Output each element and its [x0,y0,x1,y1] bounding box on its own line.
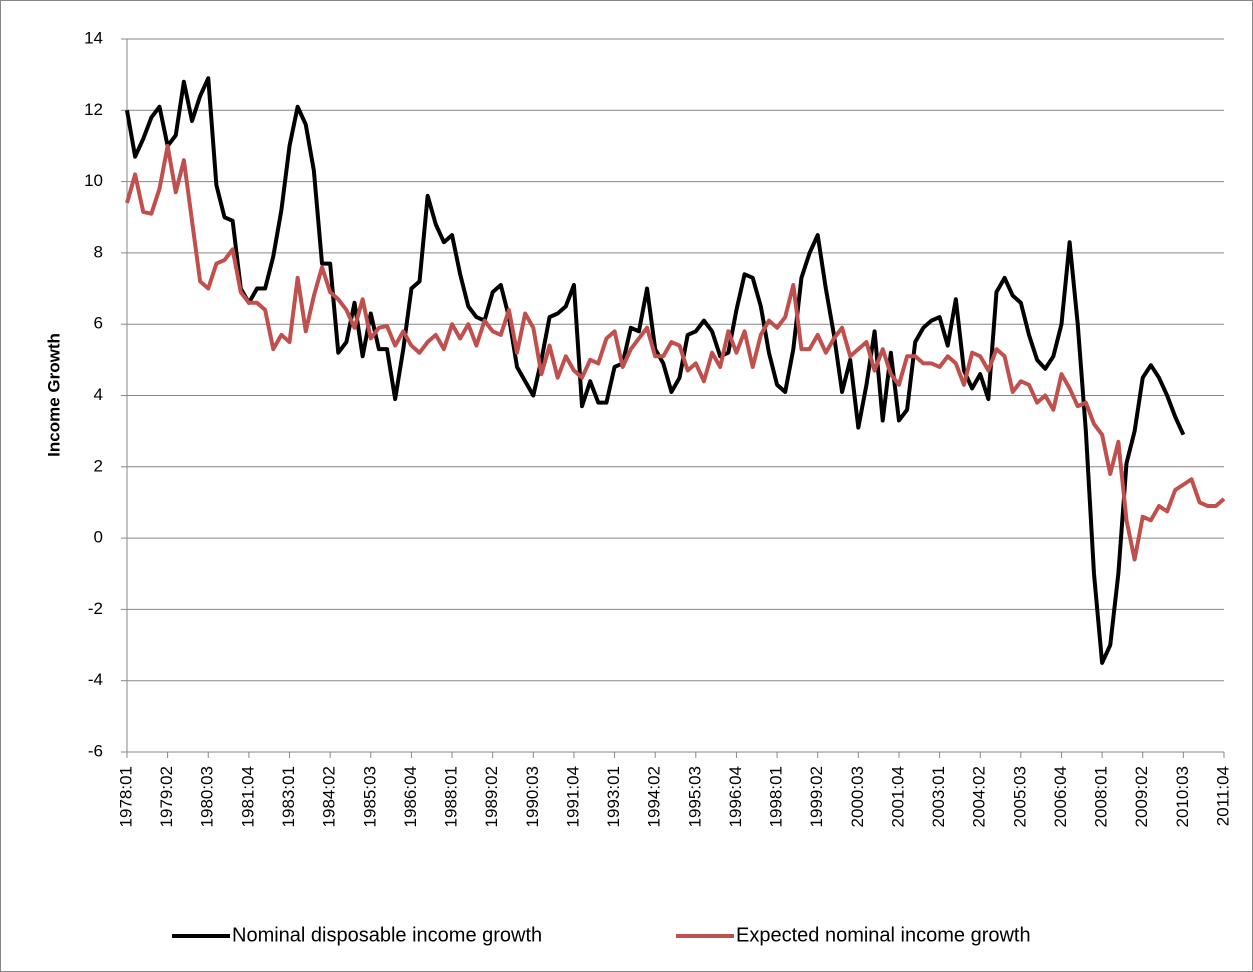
x-tick-label: 1989:02 [482,766,501,827]
y-tick-label: 12 [84,100,103,119]
x-tick-label: 1981:04 [238,766,257,827]
x-tick-label: 2004:02 [970,766,989,827]
x-tick-label: 2009:02 [1132,766,1151,827]
series-line [125,143,1226,562]
x-tick-label: 2008:01 [1092,766,1111,827]
x-tick-label: 1978:01 [116,766,135,827]
x-tick-label: 2000:03 [848,766,867,827]
y-tick-label: 8 [94,242,103,261]
x-tick-label: 2001:04 [888,766,907,827]
x-tick-label: 1990:03 [523,766,542,827]
y-axis-title: Income Growth [44,333,63,457]
y-tick-label: 6 [94,314,103,333]
y-tick-label: -4 [88,670,103,689]
x-tick-label: 1983:01 [279,766,298,827]
y-tick-label: 0 [94,528,103,547]
y-tick-label: -2 [88,599,103,618]
x-tick-label: 1999:02 [807,766,826,827]
x-tick-label: 1984:02 [320,766,339,827]
x-tick-label: 2010:03 [1173,766,1192,827]
y-tick-label: 14 [84,28,103,47]
x-tick-label: 1998:01 [767,766,786,827]
x-tick-label: 1995:03 [685,766,704,827]
x-tick-label: 1996:04 [726,766,745,827]
legend-label: Expected nominal income growth [736,924,1031,946]
x-tick-label: 1994:02 [645,766,664,827]
x-tick-label: 1991:04 [563,766,582,827]
x-tick-label: 2011:04 [1213,766,1232,826]
y-tick-label: -6 [88,741,103,760]
x-tick-label: 1979:02 [157,766,176,827]
x-tick-label: 1980:03 [198,766,217,827]
x-tick-label: 1986:04 [401,766,420,827]
x-tick-label: 1993:01 [604,766,623,827]
y-tick-label: 4 [94,385,103,404]
y-tick-label: 2 [94,456,103,475]
x-tick-label: 1988:01 [442,766,461,827]
x-tick-label: 2005:03 [1010,766,1029,827]
x-tick-label: 2003:01 [929,766,948,827]
x-tick-label: 1985:03 [360,766,379,827]
x-tick-label: 2006:04 [1051,766,1070,827]
y-tick-label: 10 [84,171,103,190]
legend-label: Nominal disposable income growth [232,924,542,946]
